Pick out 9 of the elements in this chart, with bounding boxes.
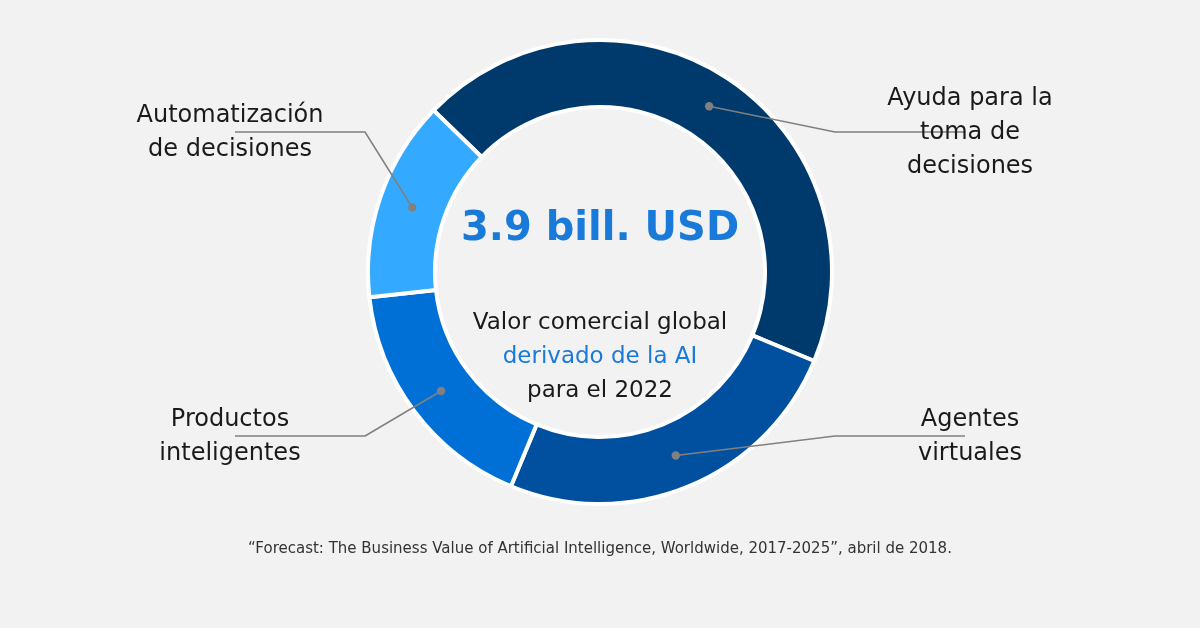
text: para el 2022 — [527, 376, 673, 402]
slice-label: Automatización de decisiones — [136, 100, 324, 162]
text: 3.9 bill. USD — [460, 203, 740, 249]
slice-label: Ayuda para la toma de decisiones — [887, 83, 1053, 179]
slice-label: Productos inteligentes — [159, 404, 301, 466]
text: Valor comercial global — [472, 308, 728, 334]
slice-label: Agentes virtuales — [917, 404, 1023, 466]
text: “Forecast: The Business Value of Artificial Intelligence, Worldwide, 2017-2025”, abril de 2018. — [248, 539, 952, 557]
text: derivado de la AI — [502, 342, 698, 368]
